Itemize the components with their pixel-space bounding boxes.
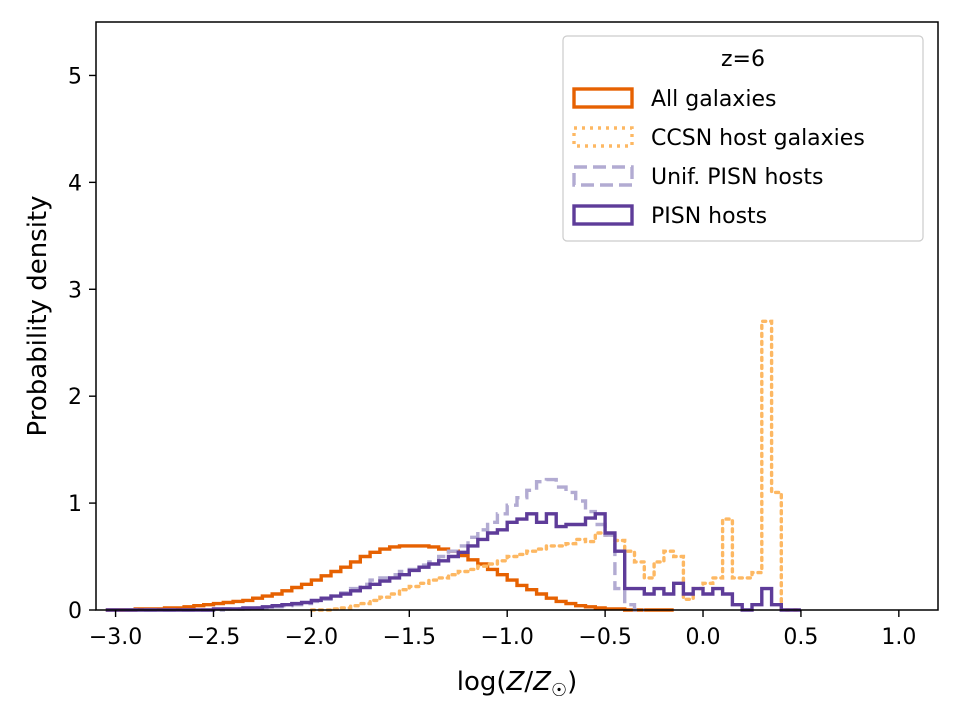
y-tick-label: 3 bbox=[68, 278, 82, 303]
legend-box bbox=[562, 35, 924, 242]
legend-label-pisn-hosts: PISN hosts bbox=[651, 204, 767, 229]
x-tick-label: 0.5 bbox=[783, 625, 818, 650]
x-tick-label: −1.0 bbox=[480, 625, 533, 650]
x-axis: −3.0 −2.5 −2.0 −1.5 −1.0 −0.5 0.0 0.5 1.0 bbox=[89, 610, 916, 650]
y-tick-label: 1 bbox=[68, 492, 82, 517]
series-all-galaxies bbox=[105, 544, 674, 612]
legend-label-all-galaxies: All galaxies bbox=[651, 87, 776, 112]
y-tick-label: 0 bbox=[68, 599, 82, 624]
y-axis-label: Probability density bbox=[23, 195, 53, 436]
legend-label-ccsn-host-galaxies: CCSN host galaxies bbox=[651, 126, 865, 151]
series-pisn-hosts bbox=[105, 512, 801, 612]
legend-title: z=6 bbox=[721, 47, 765, 72]
legend-swatch-all-galaxies bbox=[572, 87, 634, 109]
series-layer bbox=[105, 319, 803, 612]
legend-swatch-unif-pisn-hosts bbox=[572, 165, 634, 187]
x-tick-label: −0.5 bbox=[578, 625, 631, 650]
x-tick-label: 1.0 bbox=[881, 625, 916, 650]
y-tick-label: 4 bbox=[68, 171, 82, 196]
y-tick-label: 5 bbox=[68, 64, 82, 89]
legend-swatch-ccsn-host-galaxies bbox=[572, 126, 634, 148]
x-tick-label: −3.0 bbox=[89, 625, 142, 650]
legend-swatch-pisn-hosts bbox=[572, 204, 634, 226]
y-tick-label: 2 bbox=[68, 385, 82, 410]
x-axis-label: log(Z/Z☉) bbox=[457, 667, 577, 701]
x-tick-label: −2.0 bbox=[285, 625, 338, 650]
legend-label-unif-pisn-hosts: Unif. PISN hosts bbox=[651, 165, 823, 190]
x-tick-label: −2.5 bbox=[187, 625, 240, 650]
series-ccsn-host-galaxies bbox=[309, 319, 803, 612]
legend-entries: All galaxies CCSN host galaxies Unif. PISN… bbox=[572, 87, 865, 229]
x-tick-label: 0.0 bbox=[686, 625, 721, 650]
y-axis: 0 1 2 3 4 5 bbox=[68, 64, 96, 624]
legend: z=6 All galaxies CCSN host galaxies Unif. … bbox=[562, 35, 924, 242]
x-tick-label: −1.5 bbox=[383, 625, 436, 650]
plot-frame bbox=[95, 21, 939, 611]
